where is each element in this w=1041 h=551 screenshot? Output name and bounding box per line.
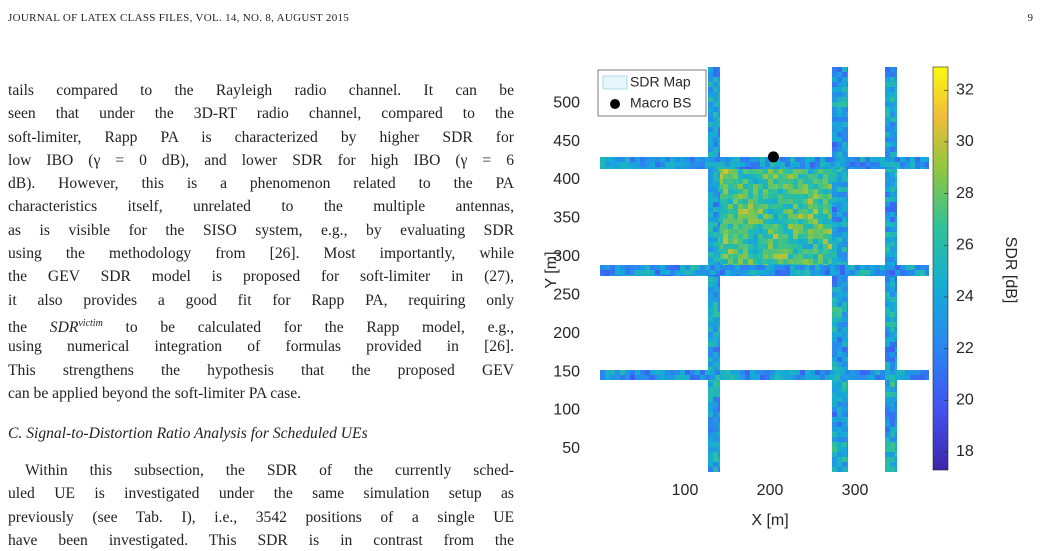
y-tick-label: 400 [553, 171, 580, 188]
y-tick-label: 50 [562, 440, 580, 457]
math: SDR [49, 319, 79, 337]
text-line: This strengthens the hypothesis that the… [8, 361, 514, 379]
text-line: the GEV SDR model is proposed for soft-l… [8, 268, 514, 286]
sdr-map [600, 67, 929, 472]
y-tick-label: 450 [553, 133, 580, 150]
colorbar-label: SDR [dB] [1002, 237, 1019, 304]
x-tick-label: 100 [672, 482, 699, 499]
paragraph: tails compared to the Rayleigh radio cha… [8, 79, 514, 405]
text-line: soft-limiter, Rapp PA is characterized b… [8, 128, 514, 146]
y-tick-label: 300 [553, 248, 580, 265]
y-axis-label: Y [m] [543, 251, 560, 288]
y-tick-label: 500 [553, 94, 580, 111]
legend: SDR Map Macro BS [597, 69, 707, 117]
text-line: as is visible for the SISO system, e.g.,… [8, 221, 514, 239]
text-line: can be applied beyond the soft-limiter P… [8, 384, 302, 402]
paragraph: Within this subsection, the SDR of the c… [8, 459, 514, 551]
text-line: using numerical integration of formulas … [8, 338, 514, 356]
colorbar-tick-label: 22 [956, 340, 974, 357]
colorbar-tick-label: 20 [956, 391, 974, 408]
y-tick-label: 250 [553, 286, 580, 303]
page-number: 9 [1027, 12, 1034, 24]
text-line: uled UE is investigated under the same s… [8, 485, 514, 503]
text-line: it also provides a good fit for Rapp PA,… [8, 291, 514, 309]
colorbar [932, 66, 949, 471]
text-line: Within this subsection, the SDR of the c… [25, 462, 514, 479]
colorbar-tick-label: 28 [956, 185, 974, 202]
x-tick-label: 300 [842, 482, 869, 499]
legend-label: SDR Map [630, 74, 691, 90]
y-tick-label: 100 [553, 402, 580, 419]
colorbar-tick-label: 24 [956, 288, 974, 305]
running-header: JOURNAL OF LATEX CLASS FILES, VOL. 14, N… [8, 12, 350, 24]
text-line: the SDRvictim to be calculated for the R… [8, 312, 515, 337]
x-tick-label: 200 [757, 482, 784, 499]
text-line: low IBO (γ = 0 dB), and lower SDR for hi… [8, 151, 514, 169]
macro-bs-point [767, 151, 779, 163]
text-line: have been investigated. This SDR is in c… [8, 531, 514, 549]
text-line: previously (see Tab. I), i.e., 3542 posi… [8, 508, 514, 526]
y-tick-label: 350 [553, 210, 580, 227]
text-line: seen that under the 3D-RT radio channel,… [8, 105, 514, 123]
legend-marker [610, 99, 620, 109]
colorbar-tick-label: 26 [956, 236, 974, 253]
legend-swatch [602, 75, 628, 90]
text: the [8, 319, 50, 337]
text: to be calculated for the Rapp model, e.g… [102, 319, 515, 337]
colorbar-tick-label: 30 [956, 133, 974, 150]
section-title: C. Signal-to-Distortion Ratio Analysis f… [8, 425, 368, 442]
colorbar-tick-label: 32 [956, 81, 974, 98]
colorbar-tick-label: 18 [956, 443, 974, 460]
text-line: using the methodology from [26]. Most im… [8, 245, 514, 263]
text-line: tails compared to the Rayleigh radio cha… [8, 82, 514, 99]
y-tick-label: 150 [553, 363, 580, 380]
text-line: dB). However, this is a phenomenon relat… [8, 175, 514, 193]
legend-label: Macro BS [630, 95, 691, 111]
math-sup: victim [78, 317, 103, 329]
x-axis-label: X [m] [751, 512, 788, 529]
y-tick-label: 200 [553, 325, 580, 342]
text-line: characteristics itself, unrelated to the… [8, 198, 514, 216]
